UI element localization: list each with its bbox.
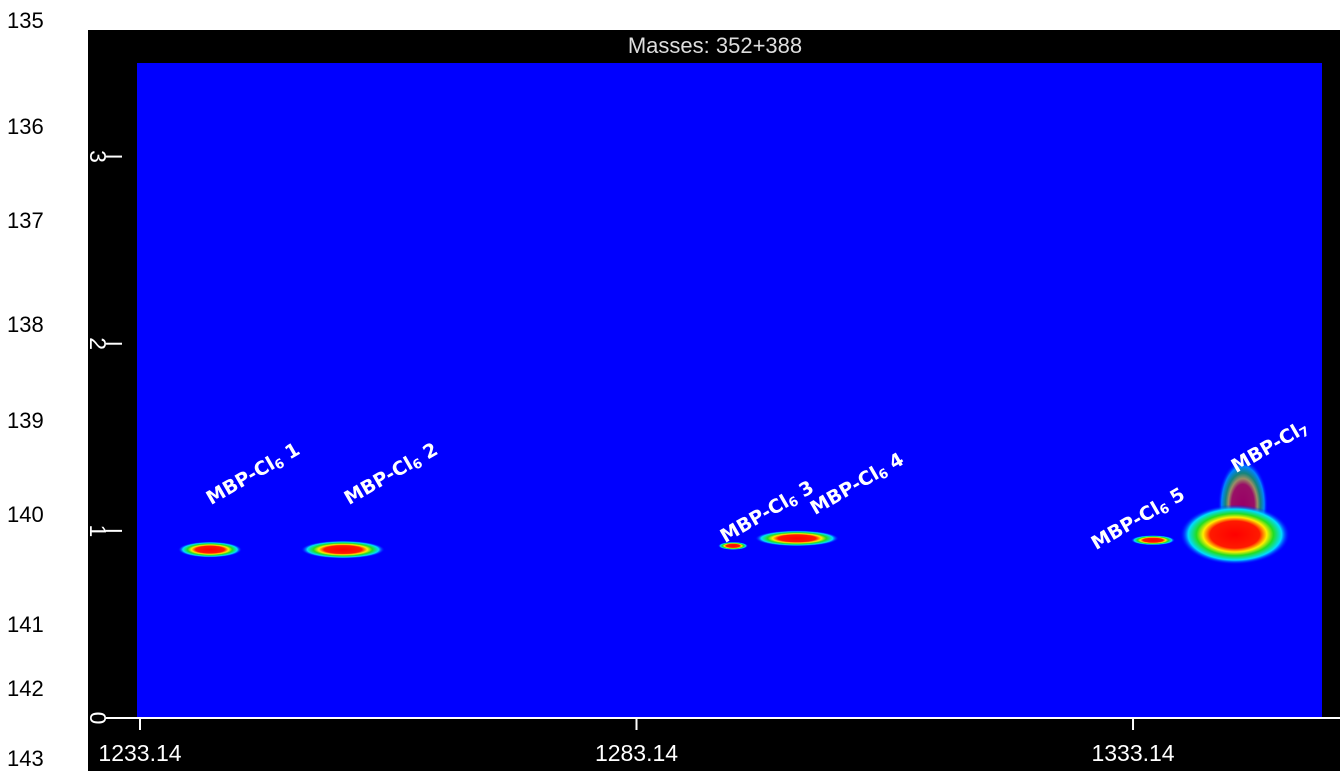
peak	[1179, 504, 1290, 565]
line-number: 136	[7, 114, 44, 139]
line-number: 141	[7, 612, 44, 637]
y-tick-label: 2	[85, 337, 111, 350]
y-tick-label: 1	[85, 524, 111, 537]
peak	[1130, 535, 1175, 546]
chart-title: Masses: 352+388	[628, 33, 802, 58]
line-number: 142	[7, 676, 44, 701]
y-tick-label: 3	[85, 150, 111, 163]
line-number: 135	[7, 8, 44, 33]
plot-area	[137, 63, 1322, 718]
line-number: 138	[7, 312, 44, 337]
peak	[754, 530, 839, 547]
peak	[718, 541, 749, 550]
x-tick-label: 1283.14	[595, 740, 678, 766]
y-tick-label: 0	[85, 712, 111, 725]
line-number: 140	[7, 502, 44, 527]
peak	[178, 541, 243, 558]
x-tick-label: 1233.14	[98, 740, 181, 766]
line-number: 139	[7, 408, 44, 433]
line-number: 137	[7, 208, 44, 233]
x-tick-label: 1333.14	[1091, 740, 1174, 766]
line-number: 143	[7, 746, 44, 771]
peak	[300, 540, 385, 559]
